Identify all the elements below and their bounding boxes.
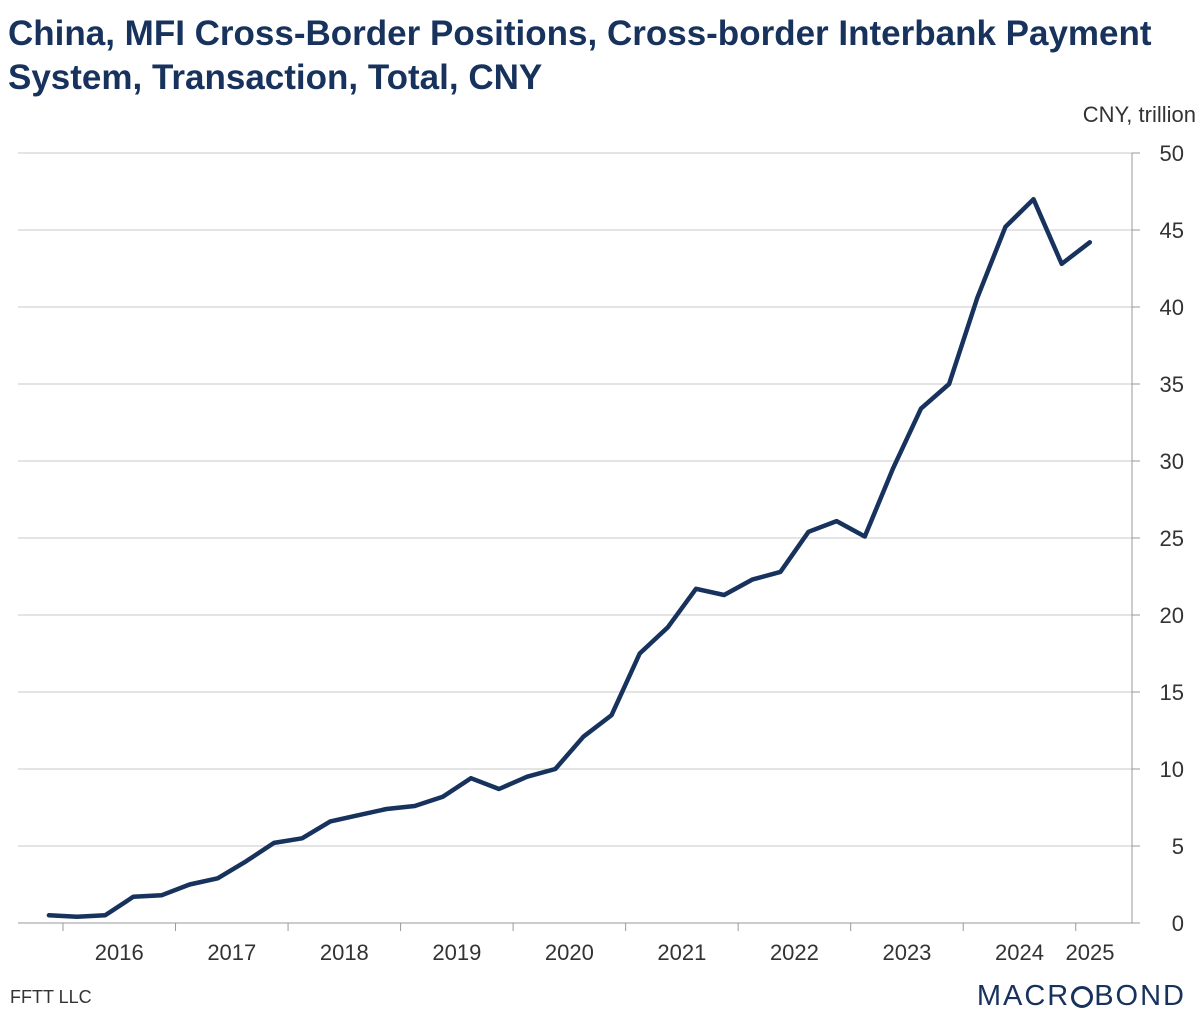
y-tick-label: 40 — [1160, 295, 1184, 320]
series-line — [46, 196, 1093, 920]
x-tick-label: 2019 — [432, 940, 481, 965]
y-tick-label: 15 — [1160, 680, 1184, 705]
x-tick-label: 2022 — [770, 940, 819, 965]
logo-ring-icon — [1071, 986, 1094, 1008]
x-tick-label: 2021 — [657, 940, 706, 965]
x-tick-label: 2025 — [1066, 940, 1115, 965]
x-tick-label: 2024 — [995, 940, 1044, 965]
brand-right: BOND — [1094, 980, 1186, 1012]
y-tick-label: 20 — [1160, 603, 1184, 628]
gridlines — [18, 152, 1132, 847]
chart-title: China, MFI Cross-Border Positions, Cross… — [8, 14, 1152, 97]
y-axis-unit-label: CNY, trillion — [1082, 102, 1196, 127]
y-tick-label: 50 — [1160, 141, 1184, 166]
y-tick-label: 0 — [1172, 911, 1184, 936]
x-tick-label: 2018 — [320, 940, 369, 965]
y-tick-label: 25 — [1160, 526, 1184, 551]
y-tick-label: 35 — [1160, 372, 1184, 397]
brand-left: MACR — [976, 980, 1071, 1012]
x-tick-label: 2020 — [545, 940, 594, 965]
y-tick-labels: 0 5 10 15 20 25 30 35 40 45 50 — [1160, 141, 1184, 936]
x-tick-labels: 2016 2017 2018 2019 2020 2021 2022 2023 2024 2025 — [95, 940, 1115, 965]
x-tick-label: 2023 — [882, 940, 931, 965]
source-label: FFTT LLC — [10, 987, 92, 1007]
y-tick-label: 10 — [1160, 757, 1184, 782]
x-tick-label: 2017 — [207, 940, 256, 965]
macrobond-logo: MACR BOND — [977, 980, 1186, 1013]
y-tick-label: 45 — [1160, 218, 1184, 243]
x-tick-label: 2016 — [95, 940, 144, 965]
y-tick-label: 30 — [1160, 449, 1184, 474]
series-layer — [46, 196, 1093, 920]
axes — [18, 152, 1140, 931]
y-tick-label: 5 — [1172, 834, 1184, 859]
